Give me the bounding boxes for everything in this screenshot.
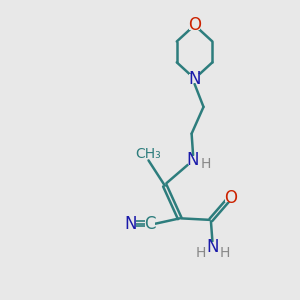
Bar — [225, 193, 236, 202]
Text: N: N — [206, 238, 219, 256]
Text: H: H — [220, 245, 230, 260]
Text: H: H — [200, 157, 211, 171]
Text: H: H — [196, 245, 206, 260]
Text: O: O — [224, 189, 237, 207]
Text: O: O — [188, 16, 201, 34]
Text: N: N — [188, 70, 201, 88]
Bar — [189, 74, 200, 83]
Bar — [189, 20, 200, 30]
Bar — [188, 156, 198, 165]
Text: CH₃: CH₃ — [136, 147, 161, 161]
Bar — [207, 242, 218, 251]
Text: N: N — [187, 152, 199, 169]
Text: C: C — [144, 215, 156, 233]
Bar — [126, 219, 136, 228]
Text: N: N — [124, 215, 137, 233]
Bar — [145, 219, 155, 228]
